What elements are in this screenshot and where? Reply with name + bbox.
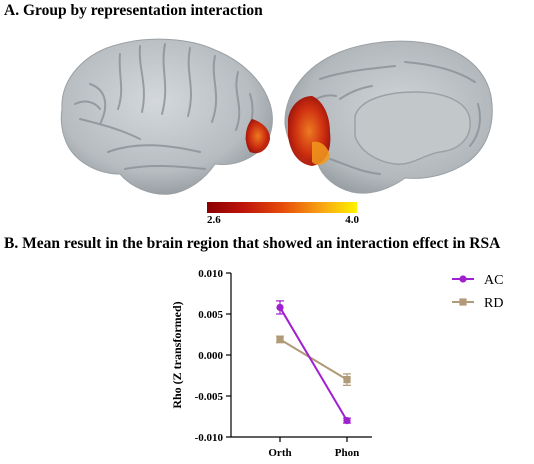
colorbar-min-label: 2.6 (207, 214, 221, 226)
y-tick-label: 0.005 (198, 309, 223, 321)
legend: AC RD (452, 273, 503, 311)
legend-rd-label: RD (484, 296, 503, 311)
interaction-line-chart: 0.010 0.005 0.000 -0.005 -0.010 Orth Phon AC R… (170, 268, 503, 459)
x-tick-label: Phon (335, 447, 359, 459)
panel-a-title: A. Group by representation interaction (4, 2, 263, 19)
y-tick-label: 0.010 (198, 268, 223, 280)
x-axis: Orth Phon (231, 436, 372, 459)
y-tick-label: -0.005 (195, 391, 224, 403)
series-rd-point (276, 335, 284, 344)
series-rd-line (279, 338, 348, 381)
y-tick-label: 0.000 (198, 350, 223, 362)
panel-b-title: B. Mean result in the brain region that … (4, 235, 501, 252)
legend-ac-label: AC (484, 273, 503, 288)
series-ac-point (276, 303, 284, 312)
series-layer (276, 300, 351, 425)
y-tick-label: -0.010 (195, 432, 224, 444)
series-ac-line (279, 306, 348, 422)
legend-rd-marker (459, 298, 467, 306)
x-tick-label: Orth (268, 447, 291, 459)
legend-ac-marker (459, 275, 467, 283)
lateral-hemisphere (60, 38, 273, 195)
y-axis: 0.010 0.005 0.000 -0.005 -0.010 (195, 268, 232, 444)
series-ac-point (343, 417, 351, 425)
colorbar-gradient (207, 202, 357, 213)
series-rd-point (343, 376, 351, 384)
brain-surface-figure (60, 38, 493, 195)
y-axis-label: Rho (Z transformed) (170, 301, 184, 408)
colorbar: 2.6 4.0 (207, 202, 359, 226)
colorbar-max-label: 4.0 (345, 214, 359, 226)
medial-hemisphere (284, 40, 493, 194)
